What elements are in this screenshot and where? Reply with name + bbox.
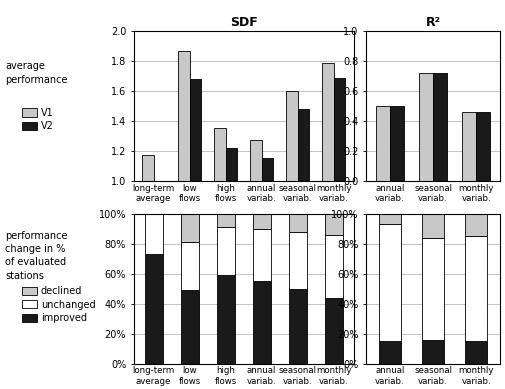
Title: R²: R² bbox=[426, 16, 440, 28]
Bar bbox=[476, 112, 490, 181]
Bar bbox=[433, 73, 447, 181]
Bar bbox=[325, 298, 343, 364]
Bar bbox=[379, 224, 400, 341]
Bar bbox=[252, 214, 271, 229]
Bar bbox=[144, 214, 163, 254]
Bar bbox=[379, 341, 400, 364]
Bar bbox=[376, 106, 390, 181]
Bar bbox=[422, 214, 444, 238]
Bar bbox=[181, 290, 198, 364]
Bar bbox=[181, 214, 198, 242]
Bar bbox=[142, 156, 154, 331]
Bar bbox=[190, 79, 201, 331]
Bar bbox=[181, 242, 198, 290]
Bar bbox=[217, 214, 235, 228]
Bar bbox=[379, 214, 400, 224]
Bar bbox=[289, 214, 307, 232]
Bar bbox=[286, 91, 297, 331]
Bar bbox=[217, 228, 235, 275]
Bar bbox=[390, 106, 403, 181]
Bar bbox=[419, 73, 433, 181]
Bar bbox=[322, 63, 334, 331]
Bar bbox=[463, 112, 476, 181]
Bar bbox=[289, 232, 307, 289]
Bar bbox=[466, 341, 487, 364]
Bar bbox=[466, 214, 487, 237]
Bar bbox=[226, 148, 237, 331]
Bar bbox=[250, 140, 262, 331]
Bar bbox=[262, 158, 273, 331]
Title: SDF: SDF bbox=[230, 16, 258, 28]
Bar bbox=[334, 77, 345, 331]
Bar bbox=[252, 281, 271, 364]
Bar bbox=[422, 238, 444, 340]
Legend: V1, V2: V1, V2 bbox=[22, 108, 54, 131]
Bar bbox=[214, 128, 226, 331]
Bar bbox=[297, 109, 309, 331]
Bar bbox=[178, 51, 190, 331]
Bar bbox=[422, 340, 444, 364]
Bar bbox=[325, 214, 343, 235]
Bar bbox=[144, 254, 163, 364]
Bar bbox=[289, 289, 307, 364]
Text: performance
change in %
of evaluated
stations: performance change in % of evaluated sta… bbox=[5, 231, 68, 281]
Text: average
performance: average performance bbox=[5, 61, 68, 85]
Bar bbox=[325, 235, 343, 298]
Legend: declined, unchanged, improved: declined, unchanged, improved bbox=[22, 286, 95, 323]
Bar bbox=[217, 275, 235, 364]
Bar bbox=[252, 229, 271, 281]
Bar bbox=[466, 237, 487, 341]
